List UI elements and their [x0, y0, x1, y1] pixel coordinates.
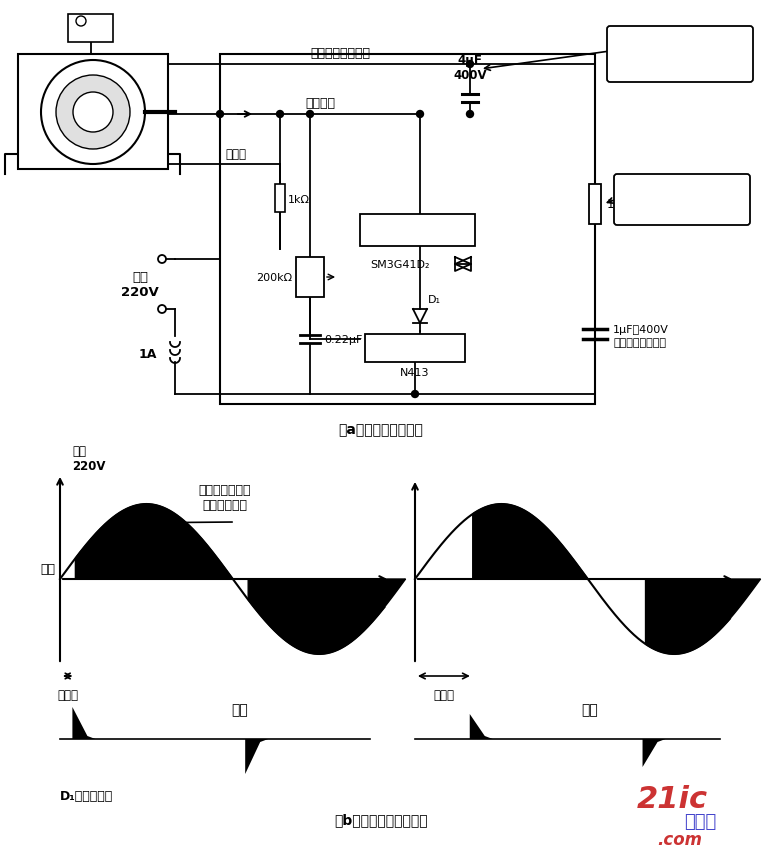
Text: 0.22μF: 0.22μF: [324, 335, 363, 344]
Bar: [296, 257, 324, 298]
Text: 加到电动机绕组
上的实际电压: 加到电动机绕组 上的实际电压: [199, 483, 251, 511]
Circle shape: [306, 111, 313, 118]
Circle shape: [73, 93, 113, 133]
Text: 高速: 高速: [232, 703, 248, 716]
FancyBboxPatch shape: [614, 175, 750, 226]
Text: .com: .com: [658, 830, 703, 848]
Text: 1μF，400V: 1μF，400V: [613, 325, 669, 335]
Circle shape: [417, 111, 424, 118]
Text: 双向晶闸管: 双向晶闸管: [399, 224, 437, 238]
Text: 1kΩ: 1kΩ: [288, 195, 310, 205]
Polygon shape: [645, 579, 760, 654]
Bar: [360, 214, 475, 247]
Text: 根据转速选择
范围2～10μF: 根据转速选择 范围2～10μF: [647, 41, 713, 69]
Circle shape: [466, 61, 473, 68]
Circle shape: [158, 306, 166, 313]
Text: 导通角: 导通角: [57, 688, 78, 701]
Text: 电动机的
驱动电流: 电动机的 驱动电流: [667, 186, 697, 214]
Bar: [365, 335, 465, 362]
Polygon shape: [75, 505, 232, 579]
Bar: [220, 55, 595, 405]
Bar: [589, 185, 601, 225]
Text: 100Ω: 100Ω: [607, 198, 639, 211]
Circle shape: [277, 111, 283, 118]
Text: 电压: 电压: [40, 563, 55, 576]
Text: 运行绕组: 运行绕组: [305, 97, 335, 110]
Text: 交流
220V: 交流 220V: [72, 444, 105, 473]
Bar: [275, 185, 285, 213]
Circle shape: [56, 76, 130, 150]
Bar: [68, 15, 113, 43]
Text: 双向二极管: 双向二极管: [396, 342, 434, 355]
Text: （a）供电电路的结构: （a）供电电路的结构: [338, 423, 424, 437]
Circle shape: [216, 111, 223, 118]
Circle shape: [411, 391, 418, 398]
Text: 低速: 低速: [581, 703, 598, 716]
Text: 辅助绕组（启动）: 辅助绕组（启动）: [310, 47, 370, 60]
Text: 交流
220V: 交流 220V: [121, 270, 158, 299]
Text: 金属化纸介电容器: 金属化纸介电容器: [613, 338, 666, 348]
Text: 200kΩ: 200kΩ: [256, 273, 292, 282]
Text: 电子网: 电子网: [684, 812, 716, 830]
Polygon shape: [248, 579, 405, 654]
Text: D₁的触发脉冲: D₁的触发脉冲: [60, 789, 114, 802]
Bar: [18, 55, 168, 170]
Text: 4μF
400V: 4μF 400V: [453, 54, 487, 82]
Polygon shape: [72, 707, 95, 739]
Text: N413: N413: [400, 368, 430, 378]
Text: 导通角: 导通角: [434, 688, 454, 701]
Text: 公共端: 公共端: [225, 148, 246, 161]
Circle shape: [158, 256, 166, 263]
Circle shape: [41, 61, 145, 164]
Circle shape: [76, 17, 86, 27]
Polygon shape: [642, 739, 665, 767]
Polygon shape: [469, 714, 493, 739]
Polygon shape: [245, 739, 268, 774]
Polygon shape: [472, 505, 588, 579]
Text: SM3G41D₂: SM3G41D₂: [370, 260, 430, 269]
Text: D₁: D₁: [428, 294, 441, 305]
Text: 21ic: 21ic: [636, 784, 708, 814]
FancyBboxPatch shape: [607, 27, 753, 83]
Circle shape: [466, 111, 473, 118]
Text: （b）晶闸管的信号波形: （b）晶闸管的信号波形: [335, 812, 427, 826]
Polygon shape: [413, 310, 427, 324]
Text: 1A: 1A: [139, 348, 157, 361]
